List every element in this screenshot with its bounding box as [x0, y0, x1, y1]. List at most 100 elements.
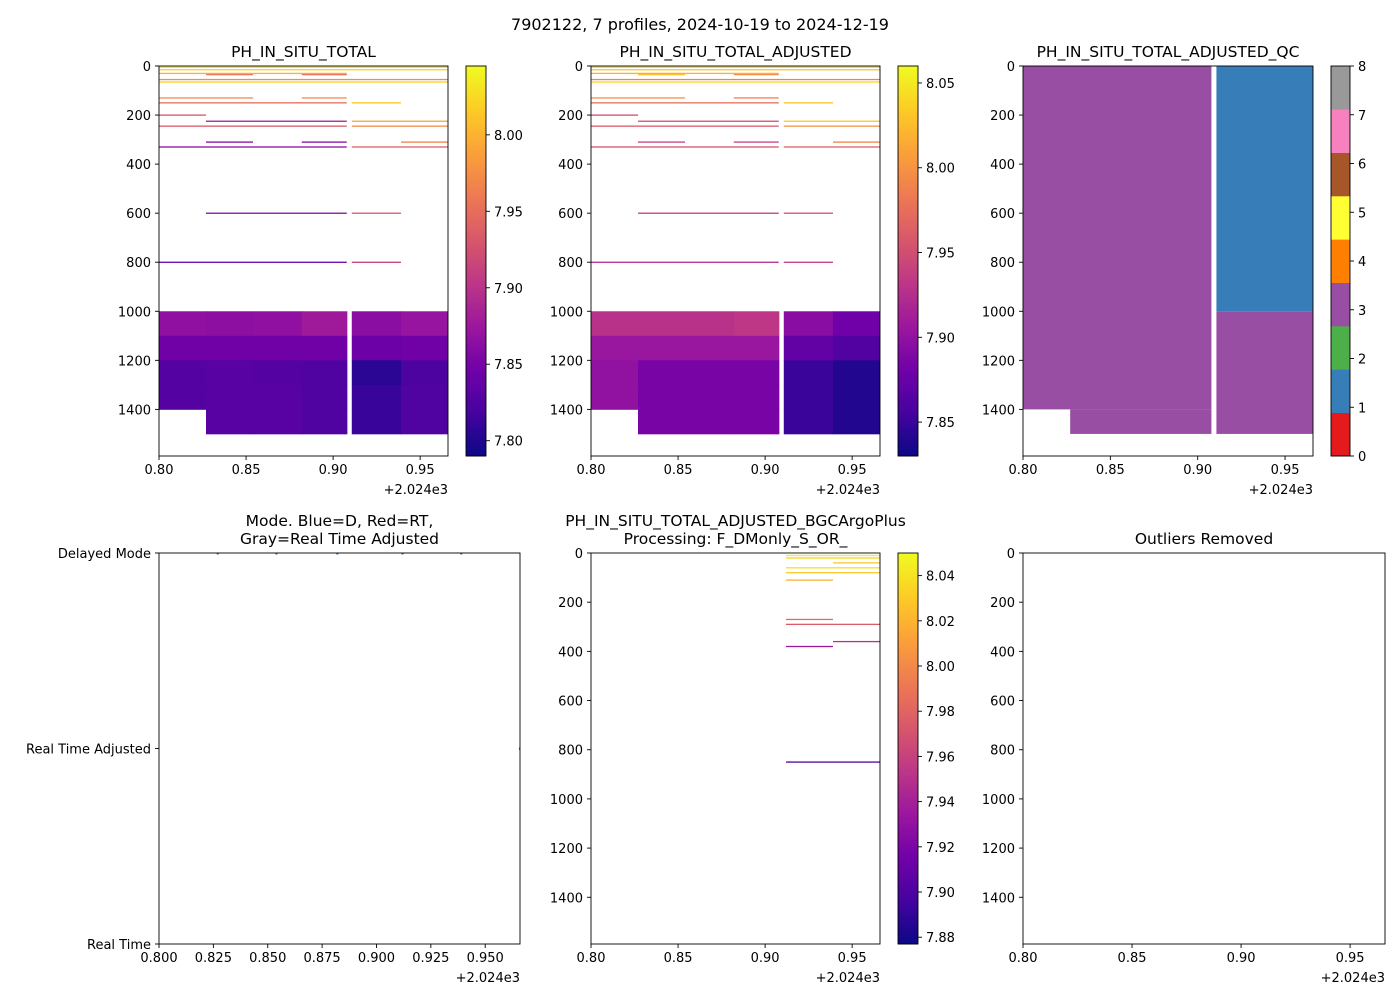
colorbar-step [898, 865, 918, 870]
colorbar-step [898, 898, 918, 903]
colorbar-step [466, 436, 486, 441]
profile-line [638, 120, 779, 122]
y-tick-label: 400 [558, 158, 583, 173]
colorbar-step [898, 875, 918, 880]
colorbar-swatch [1331, 326, 1350, 370]
colorbar-step [898, 917, 918, 922]
colorbar-step [898, 816, 918, 821]
y-tick-label: 600 [990, 207, 1015, 222]
y-tick-label: 800 [558, 744, 583, 759]
colorbar-tick-label: 7 [1358, 109, 1366, 124]
colorbar-step [898, 696, 918, 701]
colorbar-step [898, 592, 918, 596]
colorbar-step [466, 374, 486, 379]
profile-line [159, 66, 448, 68]
heatmap-cell [351, 384, 402, 410]
x-tick-label: 0.80 [1009, 951, 1038, 966]
colorbar-step [466, 144, 486, 148]
colorbar-step [898, 319, 918, 324]
colorbar-step [466, 342, 486, 346]
colorbar-step [898, 326, 918, 330]
colorbar-step [466, 105, 486, 109]
colorbar-step [466, 157, 486, 161]
colorbar-step [898, 183, 918, 187]
y-tick-label: 1400 [550, 891, 583, 906]
y-tick-label: 1000 [550, 793, 583, 808]
x-tick-label: 0.95 [1336, 951, 1365, 966]
colorbar-step [898, 361, 918, 366]
colorbar-step [898, 352, 918, 356]
colorbar-step [898, 400, 918, 405]
colorbar-step [466, 118, 486, 122]
colorbar-step [898, 745, 918, 749]
colorbar-step [898, 634, 918, 639]
colorbar-step [898, 270, 918, 275]
colorbar-step [898, 222, 918, 226]
heatmap-cell [400, 360, 448, 386]
colorbar-step [466, 111, 486, 116]
colorbar-step [466, 66, 486, 70]
colorbar-step [898, 92, 918, 96]
colorbar-step [898, 192, 918, 197]
profile-line [591, 72, 779, 75]
colorbar-step [898, 829, 918, 834]
profile-line [351, 212, 401, 214]
colorbar-step [898, 358, 918, 363]
y-tick-label: 0 [575, 547, 583, 562]
colorbar-step [466, 264, 486, 268]
heatmap-cell [253, 360, 303, 386]
heatmap-cell [301, 311, 348, 337]
y-tick-label: 1200 [550, 842, 583, 857]
profile-line [832, 562, 880, 564]
profile-line [351, 261, 401, 263]
axes-frame [158, 552, 521, 945]
colorbar-step [898, 404, 918, 408]
colorbar-step [898, 196, 918, 200]
colorbar-step [466, 293, 486, 298]
colorbar-step [898, 199, 918, 203]
colorbar-step [898, 631, 918, 635]
colorbar-step [466, 306, 486, 311]
colorbar-step [898, 436, 918, 441]
colorbar-step [898, 244, 918, 249]
colorbar-step [466, 394, 486, 398]
colorbar-step [898, 69, 918, 73]
colorbar-step [898, 588, 918, 593]
heatmap-cell [733, 335, 780, 361]
colorbar-step [466, 361, 486, 366]
x-tick-label: 0.875 [303, 951, 340, 966]
y-tick-label: 1200 [118, 354, 151, 369]
profile-line [591, 102, 779, 104]
colorbar-step [898, 105, 918, 109]
profile-line [733, 97, 779, 99]
colorbar-swatch [1331, 109, 1350, 153]
profile-line [785, 623, 880, 626]
colorbar-step [466, 163, 486, 168]
colorbar-step [898, 147, 918, 151]
colorbar-step [898, 66, 918, 70]
colorbar-step [898, 807, 918, 811]
heatmap-cell [783, 311, 834, 337]
colorbar-step [898, 446, 918, 450]
colorbar-step [466, 95, 486, 99]
colorbar-step [466, 98, 486, 103]
colorbar-tick-label: 2 [1358, 353, 1366, 368]
colorbar-step [898, 202, 918, 207]
heatmap-cell [351, 409, 402, 435]
colorbar-step [898, 660, 918, 665]
colorbar-step [898, 842, 918, 847]
heatmap-cell [733, 384, 780, 410]
heatmap-cell [591, 360, 639, 386]
mode-point [216, 553, 219, 555]
colorbar-step [898, 134, 918, 138]
profile-line [159, 146, 347, 148]
y-tick-label: 0 [143, 60, 151, 75]
colorbar-step [898, 738, 918, 743]
colorbar-step [898, 384, 918, 389]
colorbar: 7.88 7.90 7.92 7.94 7.96 7.98 8.00 8.02 8.04 [897, 552, 955, 946]
profile-line [785, 572, 880, 574]
profile-line [159, 114, 207, 116]
y-tick-label: 800 [990, 256, 1015, 271]
profile-line [159, 78, 448, 81]
colorbar-step [898, 728, 918, 733]
